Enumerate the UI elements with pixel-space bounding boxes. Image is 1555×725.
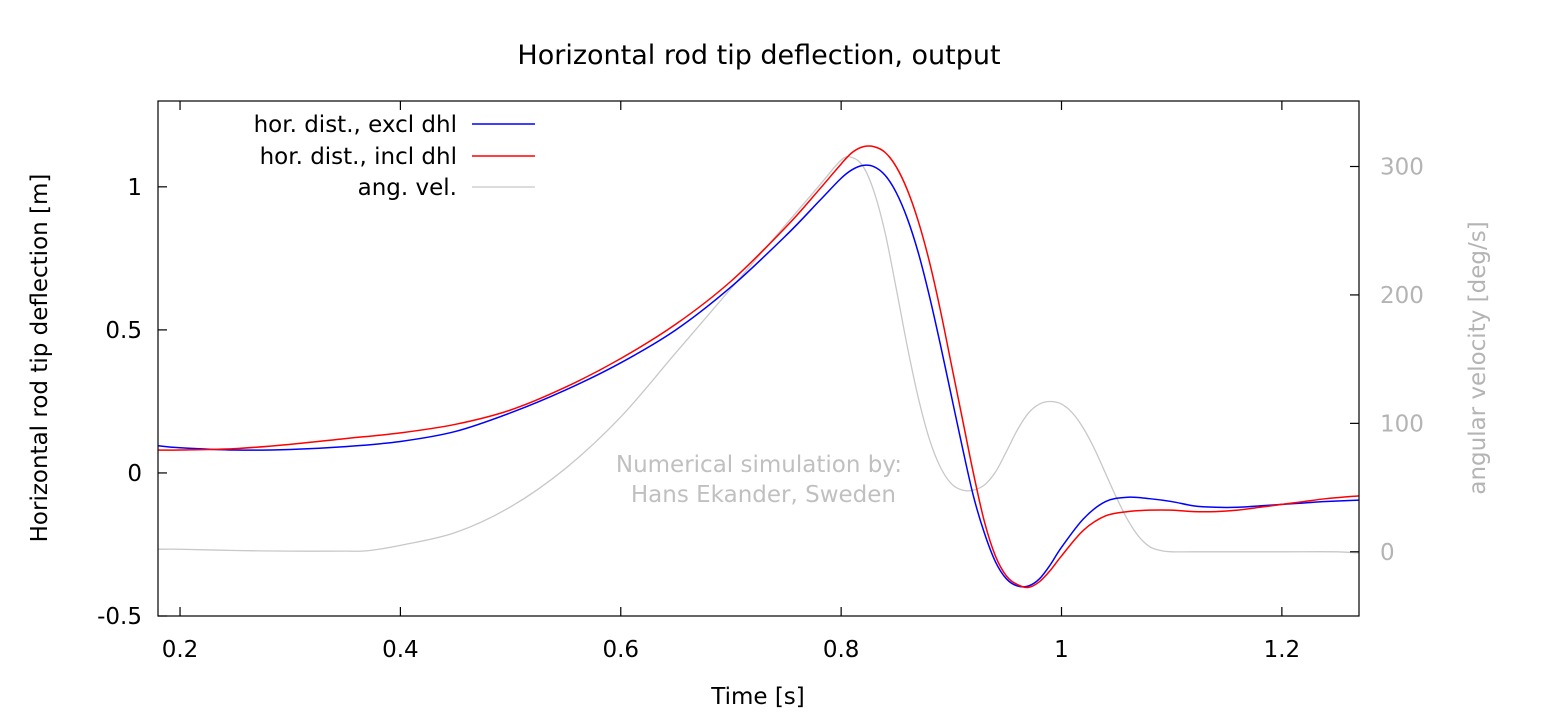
y-tick-label: -0.5	[97, 604, 142, 630]
y2-tick-label: 300	[1380, 154, 1424, 180]
y-tick-label: 0.5	[105, 318, 142, 344]
x-tick-label: 0.6	[602, 637, 639, 663]
y2-tick-label: 0	[1380, 540, 1395, 566]
y2-axis: 0 100 200 300	[1350, 154, 1424, 566]
y2-axis-label: angular velocity [deg/s]	[1465, 221, 1491, 494]
x-tick-label: 1	[1054, 637, 1069, 663]
annotation-line-2: Hans Ekander, Sweden	[631, 482, 896, 508]
series-line-hor-dist-excl-dhl	[158, 164, 1359, 588]
plot-area	[158, 145, 1359, 589]
legend-label-hor-dist-excl-dhl: hor. dist., excl dhl	[254, 112, 457, 138]
x-tick-label: 0.4	[382, 637, 419, 663]
y-tick-label: 1	[127, 175, 142, 201]
x-tick-label: 1.2	[1264, 637, 1301, 663]
legend-label-ang-vel: ang. vel.	[358, 175, 457, 201]
annotation-line-1: Numerical simulation by:	[616, 452, 902, 478]
legend-label-hor-dist-incl-dhl: hor. dist., incl dhl	[260, 144, 457, 170]
x-axis: 0.2 0.4 0.6 0.8 1 1.2	[162, 101, 1300, 663]
legend: hor. dist., excl dhl hor. dist., incl dhl…	[254, 112, 535, 201]
y2-tick-label: 200	[1380, 283, 1424, 309]
plot-frame	[157, 100, 1360, 617]
series-line-ang-vel	[158, 155, 1359, 554]
y-tick-label: 0	[127, 461, 142, 487]
series-line-hor-dist-incl-dhl	[158, 145, 1359, 589]
chart-title: Horizontal rod tip deflection, output	[517, 40, 1000, 71]
x-tick-label: 0.8	[823, 637, 860, 663]
x-axis-label: Time [s]	[710, 684, 805, 710]
y-axis-label: Horizontal rod tip deflection [m]	[27, 174, 53, 543]
x-tick-label: 0.2	[162, 637, 199, 663]
y2-tick-label: 100	[1380, 411, 1424, 437]
y-axis: -0.5 0 0.5 1	[97, 175, 167, 630]
